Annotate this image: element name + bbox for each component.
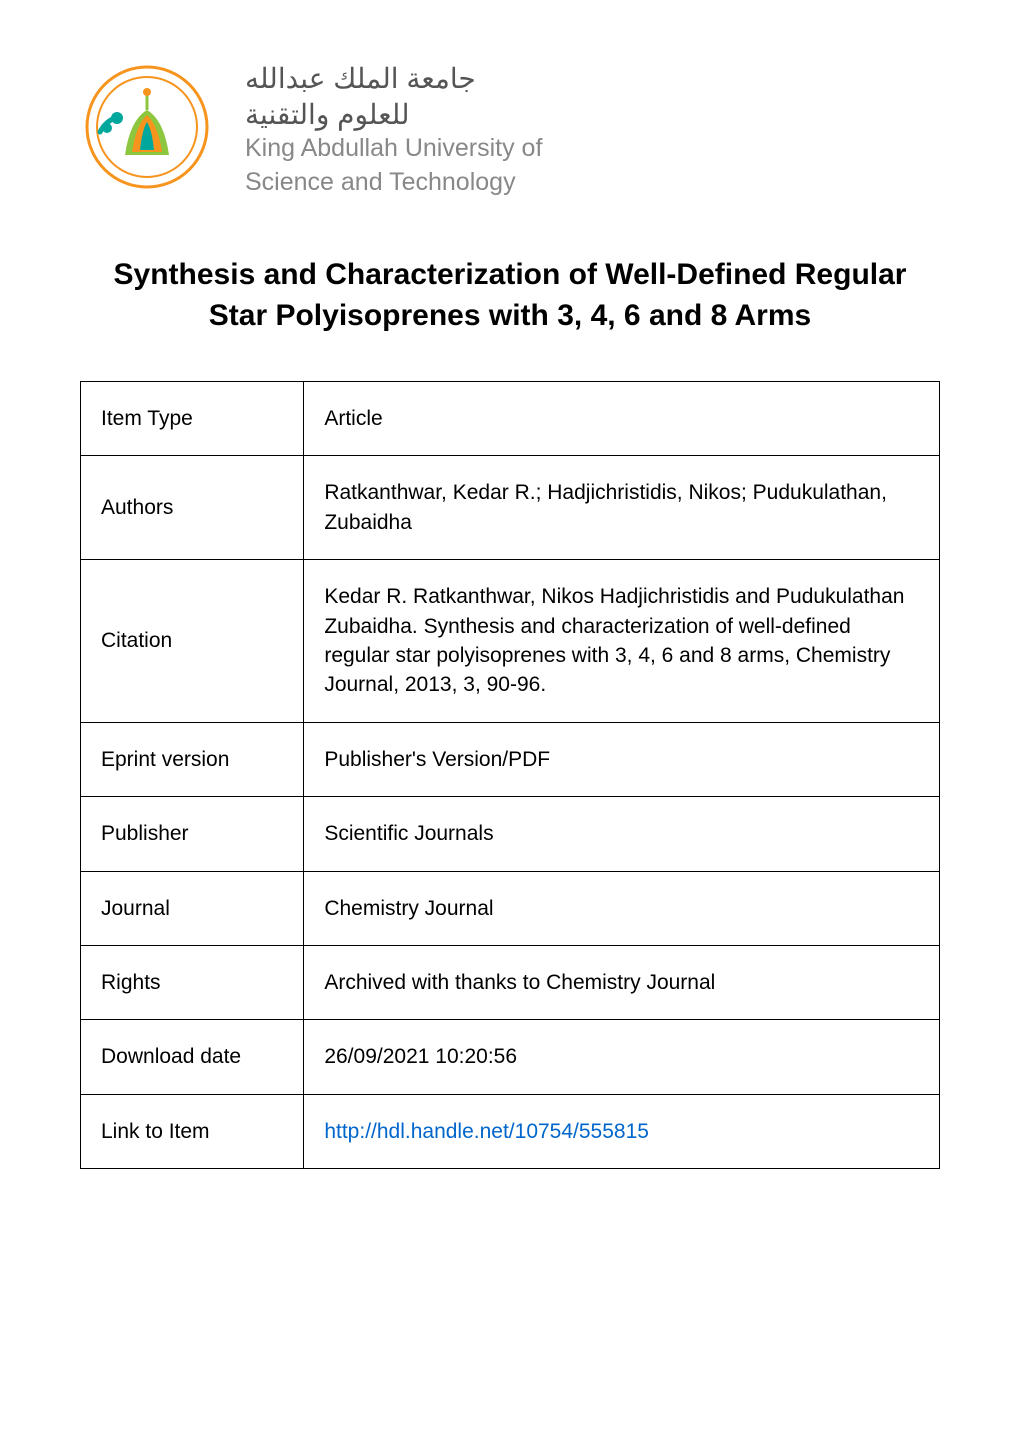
- english-name-line1: King Abdullah University of: [245, 133, 542, 164]
- arabic-name-line2: للعلوم والتقنية: [245, 98, 542, 132]
- metadata-value: Ratkanthwar, Kedar R.; Hadjichristidis, …: [304, 456, 940, 560]
- table-row: RightsArchived with thanks to Chemistry …: [81, 945, 940, 1019]
- metadata-value: Article: [304, 382, 940, 456]
- organization-text: جامعة الملك عبدالله للعلوم والتقنية King…: [245, 62, 542, 198]
- table-row: PublisherScientific Journals: [81, 797, 940, 871]
- table-row: Item TypeArticle: [81, 382, 940, 456]
- metadata-value: 26/09/2021 10:20:56: [304, 1020, 940, 1094]
- metadata-value: Archived with thanks to Chemistry Journa…: [304, 945, 940, 1019]
- metadata-value: Scientific Journals: [304, 797, 940, 871]
- metadata-value: http://hdl.handle.net/10754/555815: [304, 1094, 940, 1168]
- table-row: Link to Item http://hdl.handle.net/10754/…: [81, 1094, 940, 1168]
- metadata-label: Item Type: [81, 382, 304, 456]
- table-row: CitationKedar R. Ratkanthwar, Nikos Hadj…: [81, 560, 940, 723]
- item-link[interactable]: http://hdl.handle.net/10754/555815: [324, 1120, 649, 1143]
- metadata-label: Eprint version: [81, 722, 304, 796]
- metadata-label: Authors: [81, 456, 304, 560]
- arabic-name-line1: جامعة الملك عبدالله: [245, 62, 542, 96]
- metadata-label: Citation: [81, 560, 304, 723]
- metadata-value: Chemistry Journal: [304, 871, 940, 945]
- metadata-table: Item TypeArticleAuthorsRatkanthwar, Keda…: [80, 381, 940, 1169]
- table-row: Download date26/09/2021 10:20:56: [81, 1020, 940, 1094]
- metadata-label: Publisher: [81, 797, 304, 871]
- metadata-label: Download date: [81, 1020, 304, 1094]
- page-header: جامعة الملك عبدالله للعلوم والتقنية King…: [80, 60, 940, 200]
- metadata-label: Link to Item: [81, 1094, 304, 1168]
- table-row: Eprint versionPublisher's Version/PDF: [81, 722, 940, 796]
- metadata-value: Publisher's Version/PDF: [304, 722, 940, 796]
- table-row: JournalChemistry Journal: [81, 871, 940, 945]
- metadata-label: Rights: [81, 945, 304, 1019]
- document-title: Synthesis and Characterization of Well-D…: [80, 255, 940, 336]
- metadata-label: Journal: [81, 871, 304, 945]
- kaust-logo: [80, 60, 215, 200]
- english-name-line2: Science and Technology: [245, 167, 542, 198]
- table-row: AuthorsRatkanthwar, Kedar R.; Hadjichris…: [81, 456, 940, 560]
- metadata-value: Kedar R. Ratkanthwar, Nikos Hadjichristi…: [304, 560, 940, 723]
